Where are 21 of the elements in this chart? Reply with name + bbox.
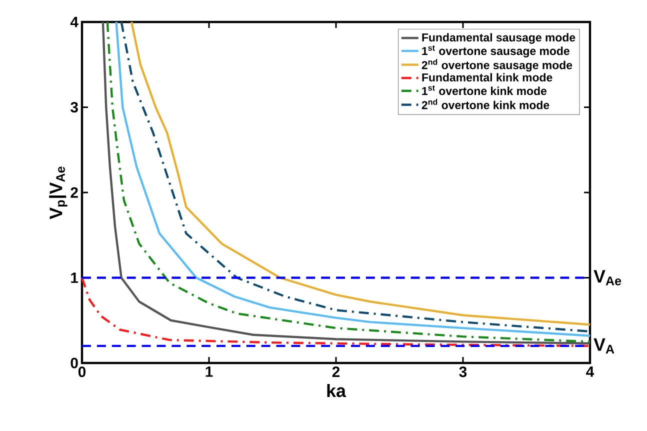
x-tick-label: 0 [78, 366, 86, 378]
y-tick-label: 4 [70, 16, 78, 28]
x-tick-label: 4 [586, 366, 594, 377]
x-tick-label: 2 [332, 366, 340, 377]
legend-label: 1$^{st}$ overtone kink mode [422, 85, 546, 96]
ref-line-label: V$_{A}$ [594, 338, 614, 354]
x-tick-label: 1 [206, 366, 213, 377]
legend-label: Fundamental sausage mode [422, 33, 576, 44]
legend-label: 2$^{nd}$ overtone kink mode [422, 98, 550, 110]
y-axis-title: V$_{p}$|V$_{Ae}$ [49, 166, 68, 220]
legend-label: 1$^{st}$ overtone sausage mode [422, 45, 570, 58]
legend-label: 2$^{nd}$ overtone sausage mode [422, 58, 572, 72]
y-tick-label: 3 [70, 102, 78, 113]
y-tick-label: 2 [70, 187, 78, 198]
x-axis-title: ka [327, 384, 346, 398]
x-tick-label: 3 [459, 366, 467, 378]
y-tick-label: 0 [70, 358, 78, 368]
line-series [80, 276, 592, 348]
legend-label: Fundamental kink mode [422, 73, 552, 82]
ref-line-label: V$_{Ae}$ [594, 270, 622, 286]
y-tick-label: 1 [71, 272, 78, 283]
